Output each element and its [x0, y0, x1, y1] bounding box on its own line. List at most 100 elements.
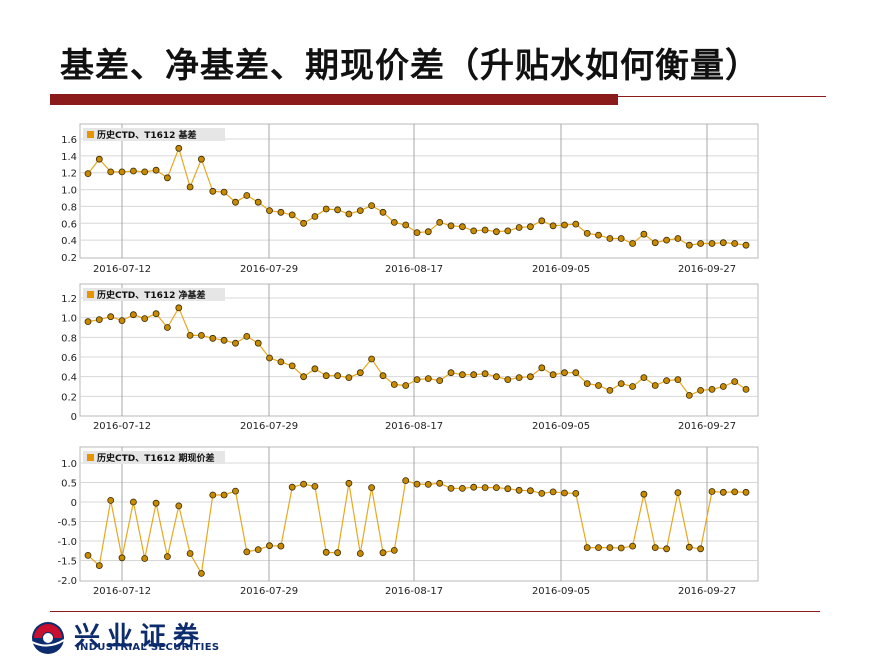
data-point	[719, 239, 727, 247]
data-point	[606, 386, 614, 394]
data-point	[266, 207, 273, 215]
data-point	[470, 483, 478, 491]
data-point	[277, 358, 285, 366]
data-point	[617, 380, 625, 388]
data-point	[129, 498, 137, 506]
data-point	[368, 202, 376, 210]
data-point	[322, 205, 330, 213]
data-point	[254, 198, 262, 206]
data-point	[538, 217, 546, 225]
data-point	[163, 324, 171, 331]
x-tick-label: 2016-09-27	[678, 264, 736, 275]
chart-frame	[79, 283, 759, 417]
data-point	[413, 376, 421, 384]
y-tick-label: 1.0	[61, 186, 77, 197]
data-point	[515, 224, 523, 231]
data-point	[436, 479, 444, 487]
data-point	[84, 318, 92, 326]
y-tick-label: 1.4	[61, 152, 77, 163]
legend-box	[83, 451, 225, 464]
data-point	[527, 223, 534, 231]
data-point	[651, 239, 659, 247]
y-tick-label: 0	[71, 412, 77, 423]
data-point	[458, 223, 466, 231]
data-point	[549, 222, 557, 230]
x-tick-label: 2016-09-05	[532, 586, 590, 597]
x-tick-label: 2016-09-05	[532, 421, 590, 432]
data-point	[152, 166, 160, 174]
data-point	[572, 369, 580, 377]
y-tick-label: -2.0	[57, 576, 77, 587]
data-point	[606, 235, 614, 242]
data-point	[334, 549, 342, 557]
data-point	[345, 210, 353, 218]
x-tick-label: 2016-07-29	[240, 264, 298, 275]
chart-frame	[79, 123, 759, 259]
data-point	[731, 488, 739, 496]
legend-label: 历史CTD、T1612 基差	[97, 129, 197, 141]
title-underline-thin	[618, 96, 826, 97]
data-point	[583, 544, 591, 551]
data-point	[572, 220, 580, 228]
data-point	[629, 383, 636, 390]
data-point	[719, 488, 727, 496]
data-point	[163, 553, 171, 560]
data-point	[504, 227, 512, 235]
data-point	[84, 552, 92, 559]
data-point	[107, 496, 115, 504]
data-point	[186, 331, 194, 339]
data-point	[379, 549, 387, 557]
data-point	[243, 192, 251, 199]
data-point	[266, 354, 273, 362]
data-point	[345, 479, 353, 487]
data-point	[232, 487, 239, 495]
y-tick-label: 0.2	[61, 253, 77, 264]
legend-marker	[87, 291, 94, 298]
x-tick-label: 2016-08-17	[385, 421, 443, 432]
data-point	[413, 229, 421, 237]
data-point	[311, 213, 319, 220]
data-point	[663, 545, 670, 553]
data-point	[515, 374, 523, 382]
data-point	[504, 376, 512, 384]
data-point	[220, 188, 228, 196]
data-point	[288, 211, 296, 219]
legend-marker	[87, 131, 94, 138]
data-point	[629, 240, 636, 247]
x-tick-label: 2016-07-12	[93, 264, 151, 275]
company-logo-icon	[31, 622, 65, 654]
data-point	[731, 378, 739, 386]
data-point	[447, 222, 455, 230]
y-tick-label: 1.0	[61, 314, 77, 325]
data-point	[402, 477, 410, 485]
data-point	[663, 377, 670, 385]
data-point	[129, 311, 137, 319]
data-point	[243, 332, 251, 340]
data-point	[492, 228, 500, 236]
data-point	[470, 371, 478, 379]
data-point	[368, 484, 376, 492]
data-point	[742, 488, 750, 496]
data-point	[345, 374, 353, 382]
x-tick-label: 2016-07-12	[93, 586, 151, 597]
x-tick-label: 2016-07-29	[240, 586, 298, 597]
data-point	[288, 362, 296, 370]
data-point	[220, 491, 228, 499]
data-point	[84, 170, 92, 178]
company-name-en: INDUSTRIAL SECURITIES	[76, 642, 220, 653]
data-point	[175, 502, 183, 510]
data-point	[95, 562, 103, 569]
y-tick-label: 0	[71, 498, 77, 509]
data-point	[708, 240, 716, 247]
data-point	[504, 485, 512, 493]
y-tick-label: 1.2	[61, 294, 77, 305]
data-point	[356, 369, 364, 377]
data-point	[527, 487, 534, 495]
data-point	[186, 550, 194, 557]
data-point	[209, 187, 217, 195]
data-point	[538, 364, 546, 372]
data-point	[527, 373, 534, 381]
data-point	[629, 542, 636, 550]
data-point	[322, 372, 330, 380]
legend-box	[83, 128, 225, 141]
